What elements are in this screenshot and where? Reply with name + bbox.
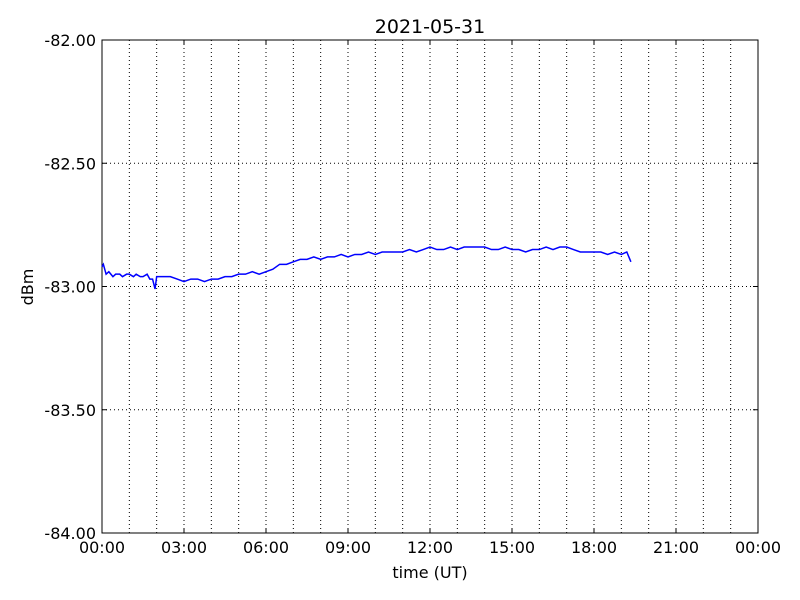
chart-title: 2021-05-31: [375, 16, 485, 38]
y-tick-label: -83.00: [44, 278, 96, 297]
x-tick-label: 21:00: [653, 538, 699, 557]
x-tick-label: 18:00: [571, 538, 617, 557]
x-axis-label: time (UT): [392, 563, 467, 582]
x-tick-label: 00:00: [735, 538, 781, 557]
y-tick-label: -82.00: [44, 31, 96, 50]
y-tick-label: -83.50: [44, 401, 96, 420]
y-tick-label: -84.00: [44, 524, 96, 543]
x-tick-label: 12:00: [407, 538, 453, 557]
x-tick-label: 15:00: [489, 538, 535, 557]
x-tick-label: 09:00: [325, 538, 371, 557]
x-tick-label: 03:00: [161, 538, 207, 557]
y-tick-label: -82.50: [44, 154, 96, 173]
y-axis-label: dBm: [18, 269, 37, 306]
data-line: [101, 246, 632, 290]
x-tick-label: 00:00: [79, 538, 125, 557]
x-tick-label: 06:00: [243, 538, 289, 557]
